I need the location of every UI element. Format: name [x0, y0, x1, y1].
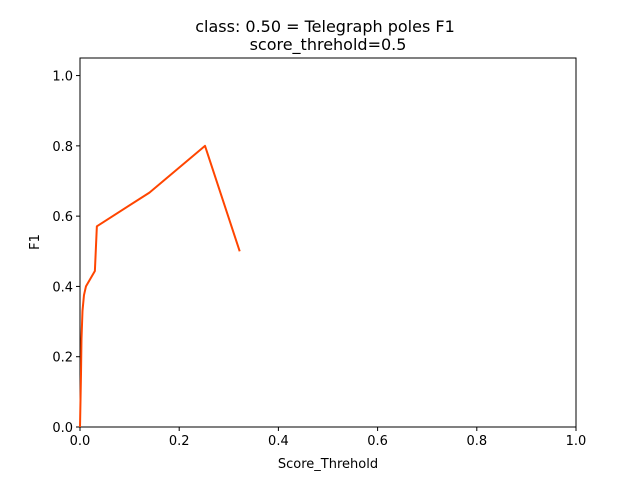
y-tick-label: 0.8: [52, 140, 73, 155]
y-tick-label: 0.4: [52, 280, 73, 295]
x-tick-label: 0.0: [70, 434, 91, 449]
y-tick-label: 1.0: [52, 70, 73, 85]
y-axis-label: F1: [28, 234, 43, 250]
y-tick-label: 0.0: [52, 421, 73, 436]
y-tick-label: 0.2: [52, 351, 73, 366]
series-layer: [79, 144, 241, 428]
y-axis: 0.0 0.2 0.4 0.6 0.8 1.0: [52, 70, 80, 436]
x-axis-label: Score_Threhold: [278, 457, 378, 472]
x-tick-label: 0.6: [367, 434, 388, 449]
x-tick-label: 0.4: [268, 434, 289, 449]
x-tick-label: 1.0: [566, 434, 587, 449]
x-axis: 0.0 0.2 0.4 0.6 0.8 1.0: [70, 427, 587, 449]
y-tick-label: 0.6: [52, 210, 73, 225]
series-line: [79, 144, 241, 428]
plot-area: [79, 57, 577, 428]
x-tick-label: 0.2: [169, 434, 190, 449]
x-tick-label: 0.8: [466, 434, 487, 449]
chart-title: class: 0.50 = Telegraph poles F1: [195, 17, 455, 36]
chart-subtitle: score_threhold=0.5: [250, 35, 407, 55]
